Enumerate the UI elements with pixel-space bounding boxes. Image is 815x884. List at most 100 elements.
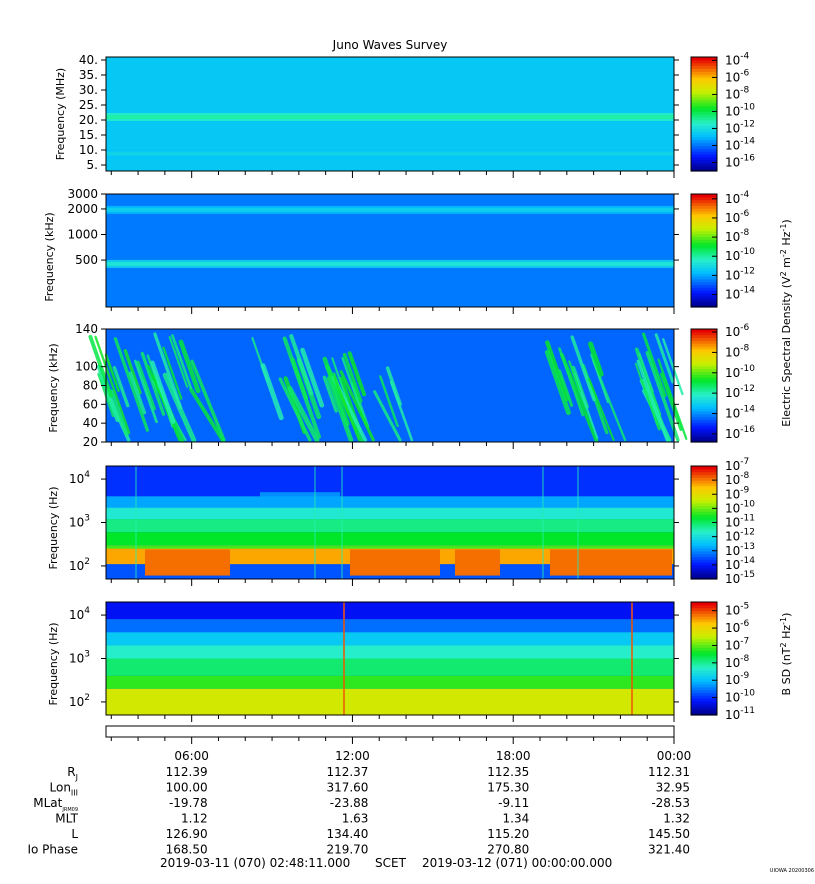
colorbar-segment xyxy=(691,153,717,158)
y-tick-label: 20. xyxy=(79,113,98,127)
colorbar-segment xyxy=(691,607,717,612)
colorbar-segment xyxy=(691,564,717,569)
y-tick-label: 140 xyxy=(75,322,98,336)
colorbar-tick-base: 10 xyxy=(725,268,740,282)
panel-3-ylabel: Frequency (kHz) xyxy=(47,343,60,432)
colorbar-tick-label: 10-6 xyxy=(725,68,750,84)
panel-5-features xyxy=(106,602,674,715)
colorbar-tick-label: 10-9 xyxy=(725,671,750,687)
intense-emission-block xyxy=(550,549,672,576)
colorbar-tick-label: 10-11 xyxy=(725,514,755,530)
colorbar-tick-base: 10 xyxy=(725,230,740,244)
emission-arc xyxy=(636,359,669,442)
panel-5-x-ticks xyxy=(110,715,675,722)
colorbar-segment xyxy=(691,91,717,95)
colorbar-segment xyxy=(691,703,717,708)
colorbar-segment xyxy=(691,641,717,645)
y-tick-base: 10 xyxy=(69,652,84,666)
colorbar-segment xyxy=(691,416,717,420)
colorbar-tick-label: 10-11 xyxy=(725,706,755,722)
colorbar-tick-label: 10-5 xyxy=(725,602,749,618)
colorbar-segment xyxy=(691,196,717,201)
time-tick-label: 00:00 xyxy=(657,749,692,763)
emission-arc xyxy=(588,341,604,377)
y-tick-label: 25. xyxy=(79,98,98,112)
y-tick-label: 103 xyxy=(69,514,90,530)
emission-arc xyxy=(544,349,571,416)
colorbar-segment xyxy=(691,675,717,679)
ephemeris-value: 175.30 xyxy=(487,781,529,795)
colorbar-tick-exp: -10 xyxy=(740,247,755,257)
colorbar-segment xyxy=(691,477,717,481)
colorbar-segment xyxy=(691,633,717,637)
colorbar-segment xyxy=(691,627,717,631)
colorbar-segment xyxy=(691,264,717,269)
ephemeris-label-main: MLat xyxy=(33,796,62,810)
colorbar-tick-label: 10-14 xyxy=(725,404,755,420)
colorbar-segment xyxy=(691,433,717,437)
magnetic-label-mid: Hz xyxy=(780,625,793,643)
emission-arc xyxy=(150,360,176,424)
colorbar-tick-exp: -7 xyxy=(740,636,749,646)
colorbar-segment xyxy=(691,511,717,515)
colorbar-segment xyxy=(691,202,717,206)
colorbar-segment xyxy=(691,148,717,152)
time-range-start: 2019-03-11 (070) 02:48:11.000 xyxy=(160,856,350,870)
colorbar-segment xyxy=(691,567,717,572)
ephemeris-value: 1.63 xyxy=(342,812,369,826)
y-tick-label: 104 xyxy=(69,606,90,622)
colorbar-segment xyxy=(691,247,717,252)
emission-arc xyxy=(379,375,399,428)
colorbar-tick-label: 10-12 xyxy=(725,384,755,400)
spectral-layer xyxy=(106,466,674,497)
colorbar-segment xyxy=(691,213,717,218)
colorbar-tick-label: 10-8 xyxy=(725,85,750,101)
colorbar-segment xyxy=(691,357,717,361)
colorbar-segment xyxy=(691,468,717,473)
colorbar-segment xyxy=(691,329,717,333)
colorbar-tick-base: 10 xyxy=(725,572,740,586)
colorbar-segment xyxy=(691,242,717,246)
colorbar-segment xyxy=(691,559,717,563)
colorbar-segment xyxy=(691,388,717,392)
colorbar-segment xyxy=(691,658,717,662)
emission-arc xyxy=(260,363,284,421)
colorbar-tick-label: 10-9 xyxy=(725,485,750,501)
colorbar-segment xyxy=(691,261,717,266)
colorbar-segment xyxy=(691,613,717,617)
colorbar-tick-exp: -14 xyxy=(740,286,755,296)
ephemeris-label-sub: J xyxy=(75,773,78,782)
emission-arc xyxy=(645,350,680,442)
emission-arc xyxy=(178,339,201,394)
ephemeris-value: 112.31 xyxy=(648,765,690,779)
colorbar-tick-label: 10-6 xyxy=(725,619,750,635)
y-tick-label: 40 xyxy=(83,416,98,430)
colorbar-segment xyxy=(691,402,717,406)
colorbar-segment xyxy=(691,681,717,685)
colorbar-segment xyxy=(691,292,717,297)
colorbar-segment xyxy=(691,430,717,435)
electric-label-sup-1: 2 xyxy=(779,271,788,276)
ephemeris-value: 112.35 xyxy=(487,765,529,779)
colorbar-segment xyxy=(691,695,717,699)
ephemeris-label: MLT xyxy=(55,812,78,826)
colorbar-segment xyxy=(691,284,717,288)
colorbar-tick-base: 10 xyxy=(725,192,740,206)
emission-arc xyxy=(289,334,314,396)
colorbar-tick-exp: -16 xyxy=(740,153,755,163)
colorbar-tick-base: 10 xyxy=(725,155,740,169)
colorbar-segment xyxy=(691,116,717,121)
colorbar-segment xyxy=(691,385,717,389)
emission-arc xyxy=(147,365,181,442)
y-tick-label: 35. xyxy=(79,68,98,82)
colorbar-segment xyxy=(691,290,717,294)
colorbar-segment xyxy=(691,88,717,92)
colorbar-tick-base: 10 xyxy=(725,138,740,152)
spectral-layer xyxy=(106,632,674,646)
ephemeris-value: -28.53 xyxy=(651,796,690,810)
magnetic-label-sup-2: -1 xyxy=(779,617,788,625)
